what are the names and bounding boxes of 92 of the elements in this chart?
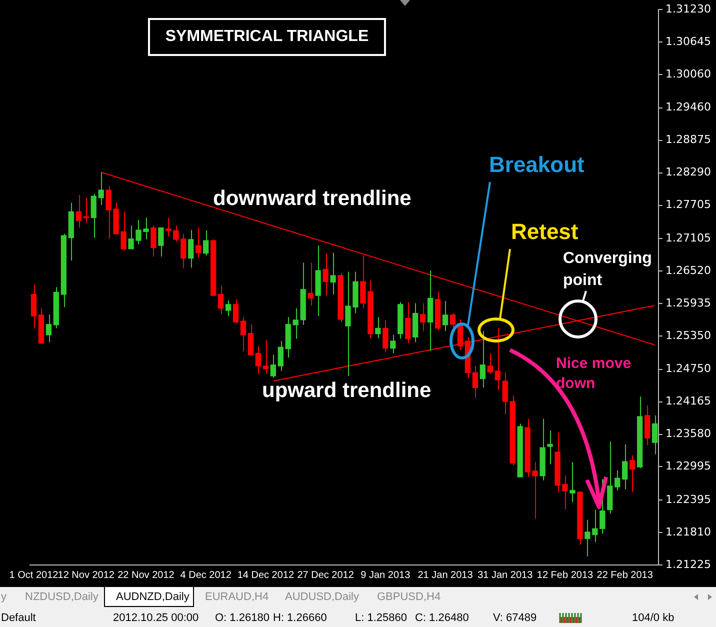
annotation: Converging point — [563, 249, 653, 291]
candlestick — [158, 227, 164, 258]
text: SYMMETRICAL TRIANGLE — [148, 18, 386, 56]
text: GBPUSD,H4 — [377, 591, 441, 603]
candlestick — [405, 302, 411, 344]
x-tick-label: 21 Jan 2013 — [418, 570, 474, 581]
x-tick-label: 4 Dec 2012 — [180, 570, 232, 581]
annotation: downward trendline — [213, 186, 412, 212]
candlestick — [308, 262, 314, 306]
candlestick — [570, 462, 576, 502]
candlestick — [622, 444, 628, 490]
x-tick-label: 14 Dec 2012 — [237, 570, 294, 581]
y-tick-label: 1.25935 — [666, 296, 712, 310]
x-tick-label: 22 Nov 2012 — [118, 570, 175, 581]
candlestick — [614, 470, 620, 491]
x-tick-label: 9 Jan 2013 — [360, 570, 411, 581]
candlestick — [262, 339, 269, 374]
candlestick — [502, 372, 508, 415]
candlestick — [180, 233, 186, 269]
y-tick-label: 1.22995 — [666, 460, 712, 473]
annotation: Breakout — [489, 151, 584, 179]
x-tick-label: 12 Feb 2013 — [536, 570, 594, 581]
annotation: Nice move down — [556, 354, 632, 394]
y-tick-label: 1.29460 — [666, 100, 712, 114]
candlestick — [196, 227, 202, 258]
candlestick — [375, 316, 381, 339]
candlestick — [98, 172, 104, 206]
y-tick-label: 1.26520 — [666, 264, 712, 277]
y-tick-label: 1.30645 — [666, 34, 712, 48]
text: AUDNZD,Daily — [116, 591, 190, 603]
candlestick — [278, 340, 284, 372]
candlestick — [472, 365, 478, 398]
y-tick-label: 1.24750 — [666, 362, 712, 376]
candlestick — [30, 284, 37, 329]
text: C: 1.26480 — [415, 612, 469, 624]
y-tick-label: 1.28875 — [666, 133, 712, 146]
x-tick-label: 31 Jan 2013 — [478, 570, 534, 581]
y-tick-label: 1.21810 — [666, 525, 712, 538]
y-tick-label: 1.30060 — [666, 67, 712, 80]
candlestick — [240, 316, 246, 352]
y-tick-label: 1.21225 — [666, 558, 712, 571]
text: y — [1, 591, 6, 603]
candlestick — [248, 324, 254, 356]
candlestick — [390, 334, 396, 354]
candlestick — [330, 252, 336, 295]
candlestick — [150, 225, 156, 258]
y-tick-label: 1.23580 — [666, 427, 712, 440]
x-tick-label: 27 Dec 2012 — [297, 570, 354, 581]
text: Default — [1, 612, 36, 624]
candlestick — [480, 330, 486, 388]
candlestick — [629, 454, 636, 492]
candlestick — [188, 229, 194, 268]
text: H: 1.26660 — [273, 612, 327, 624]
candlestick — [322, 252, 328, 296]
candlestick — [270, 354, 276, 378]
text: V: 67489 — [493, 612, 537, 624]
candlestick — [203, 230, 209, 256]
y-tick-label: 1.28290 — [666, 166, 712, 179]
candlestick — [218, 284, 224, 315]
x-tick-label: 22 Feb 2013 — [596, 570, 654, 581]
candlestick — [76, 194, 82, 228]
candlestick — [487, 352, 493, 374]
candlestick — [382, 319, 388, 353]
text: O: 1.26180 — [215, 612, 270, 624]
y-tick-label: 1.27705 — [666, 198, 712, 212]
candlestick — [450, 312, 456, 330]
candlestick — [420, 302, 426, 332]
text: L: 1.25860 — [355, 612, 407, 624]
y-tick-label: 1.22395 — [666, 492, 712, 506]
text: 104/0 kb — [632, 612, 674, 624]
candlestick — [255, 346, 262, 374]
candlestick — [442, 300, 448, 332]
annotation: upward trendline — [262, 378, 432, 404]
x-tick-label: 1 Oct 2012 — [9, 570, 59, 581]
candlestick — [46, 314, 52, 343]
annotation: Retest — [511, 218, 578, 246]
x-tick-label: 12 Nov 2012 — [58, 570, 115, 581]
text: 2012.10.25 00:00 — [113, 612, 199, 624]
y-tick-label: 1.24165 — [666, 394, 712, 408]
text: EURAUD,H4 — [205, 591, 269, 603]
candlestick — [547, 430, 553, 465]
y-tick-label: 1.31230 — [666, 2, 712, 16]
candlestick — [225, 300, 232, 317]
candlestick — [292, 308, 298, 340]
text: AUDUSD,Daily — [285, 591, 359, 603]
text: NZDUSD,Daily — [25, 591, 98, 603]
candlestick — [232, 298, 239, 324]
y-tick-label: 1.25350 — [666, 328, 712, 342]
y-tick-label: 1.27105 — [666, 231, 712, 244]
candlestick — [652, 414, 658, 455]
candlestick — [644, 404, 650, 446]
candlestick — [90, 193, 96, 238]
